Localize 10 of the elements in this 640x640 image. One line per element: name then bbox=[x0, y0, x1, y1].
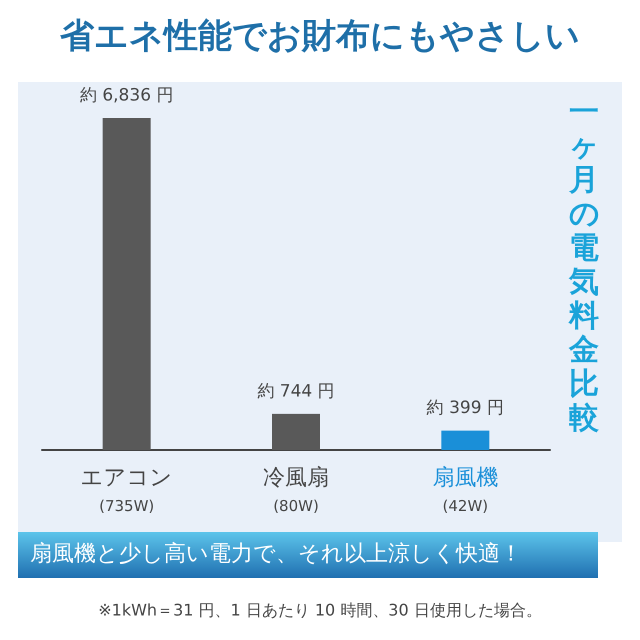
text: 一ヶ月の電気料金比較 bbox=[569, 94, 600, 436]
x-tick-label: エアコン (735W) bbox=[80, 466, 173, 515]
chart-title: 省エネ性能でお財布にもやさしい bbox=[59, 16, 580, 56]
text: 扇風機と少し高い電力で、それ以上涼しく快適！ bbox=[30, 542, 522, 566]
x-tick-label: 扇風機 (42W) bbox=[432, 466, 498, 515]
data-label: 約 744 円 bbox=[257, 381, 335, 402]
data-label: 約 6,836 円 bbox=[80, 85, 174, 106]
x-tick-label: 冷風扇 (80W) bbox=[263, 466, 329, 515]
data-label: 約 399 円 bbox=[426, 398, 504, 418]
text: ※1kWh＝31 円、1 日あたり 10 時間、30 日使用した場合。 bbox=[98, 600, 542, 620]
